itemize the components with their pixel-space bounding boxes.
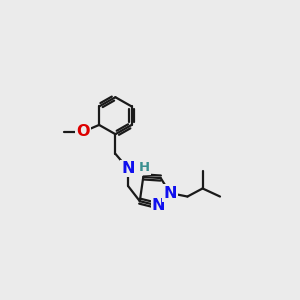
Text: H: H — [139, 161, 150, 174]
Text: N: N — [152, 198, 165, 213]
Text: N: N — [163, 186, 177, 201]
Text: O: O — [76, 124, 90, 140]
Text: N: N — [122, 161, 135, 176]
